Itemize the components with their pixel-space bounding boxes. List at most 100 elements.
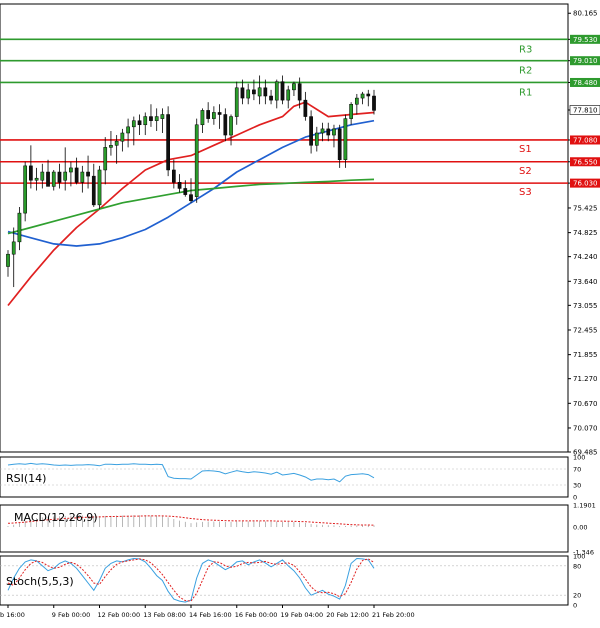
price-axis: 80.165 79.530 79.010 78.480 77.810 77.080 76.5…: [568, 10, 598, 457]
candle: [206, 102, 211, 123]
candle-body: [200, 110, 205, 126]
candle: [263, 79, 268, 105]
candle-body: [91, 175, 96, 206]
candle: [269, 89, 273, 105]
candle-body: [217, 112, 222, 115]
price-panel-frame: [0, 3, 569, 453]
level-name-s2: S2: [519, 166, 532, 177]
price-tick-label: 80.165: [573, 10, 598, 18]
candle: [11, 227, 16, 288]
candle-body: [46, 171, 50, 187]
candle-body: [206, 110, 211, 119]
candle-body: [223, 114, 228, 136]
candle-body: [366, 93, 371, 97]
candle: [280, 75, 285, 105]
candle-body: [326, 128, 331, 136]
candle: [97, 165, 102, 209]
level-name-s1: S1: [519, 144, 532, 155]
candle-body: [51, 171, 56, 187]
candle: [86, 155, 90, 189]
time-tick-label: 12 Feb 00:00: [98, 611, 141, 619]
candle-body: [234, 87, 239, 117]
price-tick-label: 70.670: [573, 400, 598, 408]
level-price-box-s2: [570, 157, 600, 167]
candle: [354, 93, 359, 115]
candle-body: [80, 171, 85, 183]
price-tick-label: 74.825: [573, 229, 598, 237]
candle: [131, 116, 136, 146]
time-tick-label: 13 Feb 08:00: [143, 611, 186, 619]
time-tick-label: b 16:00: [0, 611, 25, 619]
candle: [292, 81, 296, 97]
price-tick-label: 72.455: [573, 326, 598, 334]
time-tick-label: 20 Feb 12:00: [326, 611, 369, 619]
rsi-panel-frame: [0, 456, 569, 498]
candle: [40, 163, 45, 189]
level-name-r1: R1: [519, 87, 532, 98]
candle-body: [97, 169, 102, 206]
level-price-label-r3: 79.530: [573, 36, 598, 44]
levels: R3 79.530 R2 79.010 R1 78.480 S1 77.080 S2 76.550…: [0, 34, 600, 198]
price-tick-label: 73.055: [573, 302, 598, 310]
level-price-label-r1: 78.480: [573, 79, 598, 87]
candle-body: [34, 177, 39, 181]
panel-frames: [0, 3, 569, 606]
rsi-axis-label: 70: [573, 466, 581, 474]
candle: [200, 108, 205, 133]
candle-body: [269, 95, 273, 101]
candle-body: [286, 89, 291, 101]
candle-body: [280, 81, 285, 101]
candle: [360, 91, 365, 105]
time-tick-label: 21 Feb 20:00: [372, 611, 415, 619]
moving-averages: [7, 101, 375, 307]
candle: [137, 114, 142, 136]
stoch-axis-label: 20: [573, 592, 581, 600]
price-tick-label: 75.425: [573, 204, 598, 212]
rsi-line: [7, 462, 375, 483]
candle-body: [74, 167, 79, 183]
candle-body: [337, 128, 342, 160]
stoch-signal-line: [7, 558, 375, 602]
stoch-axis-label: 80: [573, 562, 581, 570]
rsi-axis-label: 0: [573, 494, 577, 502]
candle-body: [349, 103, 353, 119]
candle: [57, 163, 62, 189]
candle: [154, 108, 159, 131]
time-tick-label: 14 Feb 16:00: [189, 611, 232, 619]
level-price-box-r2: [570, 56, 600, 66]
moving-average-line: [7, 101, 375, 307]
candle: [34, 167, 39, 191]
candle-body: [360, 93, 365, 99]
candle: [309, 110, 313, 154]
candle-body: [194, 124, 199, 197]
candle: [246, 83, 251, 105]
candle-body: [6, 253, 10, 267]
candle: [366, 89, 371, 107]
candle-body: [354, 97, 359, 105]
level-price-box-s1: [570, 135, 600, 145]
candle: [257, 75, 262, 105]
level-name-r2: R2: [519, 66, 532, 77]
level-price-label-s2: 76.550: [573, 158, 598, 166]
rsi-label: RSI(14): [6, 472, 46, 485]
candle: [372, 89, 376, 115]
candles: [6, 75, 376, 288]
macd-axis-label: 0.00: [573, 524, 587, 532]
candle-body: [11, 241, 16, 255]
candle-body: [320, 128, 325, 134]
candle: [126, 118, 130, 148]
candle: [234, 81, 239, 125]
candle: [171, 159, 176, 189]
current-price-box: [569, 105, 600, 115]
candle: [51, 169, 56, 191]
candle: [46, 159, 50, 187]
candle: [229, 114, 233, 146]
candle: [17, 206, 22, 251]
candle: [109, 130, 113, 156]
macd-panel-frame: [0, 504, 569, 553]
price-tick-label: 71.855: [573, 351, 598, 359]
candle: [189, 178, 193, 203]
